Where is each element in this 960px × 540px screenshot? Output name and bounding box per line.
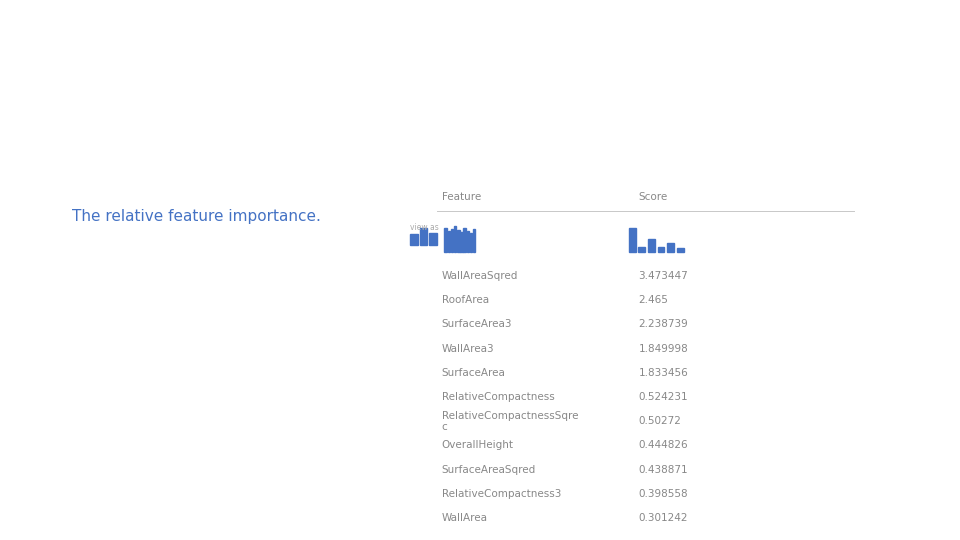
Text: 0.50272: 0.50272 [638, 416, 682, 426]
Bar [629, 227, 636, 252]
Text: SurfaceArea3: SurfaceArea3 [442, 319, 512, 329]
Text: WallArea: WallArea [442, 513, 488, 523]
Bar [461, 232, 463, 252]
Bar [454, 226, 456, 252]
Text: 0.524231: 0.524231 [638, 392, 688, 402]
Bar [429, 233, 437, 245]
Text: RelativeCompactness3: RelativeCompactness3 [442, 489, 561, 499]
Text: 2.238739: 2.238739 [638, 319, 688, 329]
Text: RoofArea: RoofArea [442, 295, 489, 305]
Text: Energy Efficiency Visualisation – the score: Energy Efficiency Visualisation – the sc… [72, 33, 832, 67]
Text: 0.301242: 0.301242 [638, 513, 688, 523]
Text: view as: view as [410, 223, 439, 232]
Bar [457, 230, 460, 252]
Text: 1.833456: 1.833456 [638, 368, 688, 378]
Text: WallAreaSqred: WallAreaSqred [442, 271, 518, 281]
Bar [464, 227, 466, 252]
Bar [444, 227, 446, 252]
Text: 2.465: 2.465 [638, 295, 668, 305]
Text: The relative feature importance.: The relative feature importance. [72, 209, 321, 224]
Text: Feature: Feature [442, 192, 481, 202]
Bar [648, 239, 655, 252]
Text: 0.398558: 0.398558 [638, 489, 688, 499]
Bar [451, 229, 453, 252]
Text: Score: Score [638, 192, 667, 202]
Bar [420, 228, 427, 245]
Text: RelativeCompactnessSqre
c: RelativeCompactnessSqre c [442, 411, 578, 431]
Text: WallArea3: WallArea3 [442, 343, 494, 354]
Bar [667, 243, 674, 252]
Bar [447, 231, 450, 252]
Text: SurfaceAreaSqred: SurfaceAreaSqred [442, 464, 536, 475]
Bar [467, 231, 469, 252]
Bar [469, 233, 472, 252]
Text: SurfaceArea: SurfaceArea [442, 368, 506, 378]
Text: RelativeCompactness: RelativeCompactness [442, 392, 554, 402]
Bar [473, 229, 475, 252]
Text: 0.444826: 0.444826 [638, 441, 688, 450]
Text: OverallHeight: OverallHeight [442, 441, 514, 450]
Bar [677, 248, 684, 252]
Text: 3.473447: 3.473447 [638, 271, 688, 281]
Bar [410, 234, 418, 245]
Bar [658, 247, 664, 252]
Text: 1.849998: 1.849998 [638, 343, 688, 354]
Text: 0.438871: 0.438871 [638, 464, 688, 475]
Bar [638, 247, 645, 252]
